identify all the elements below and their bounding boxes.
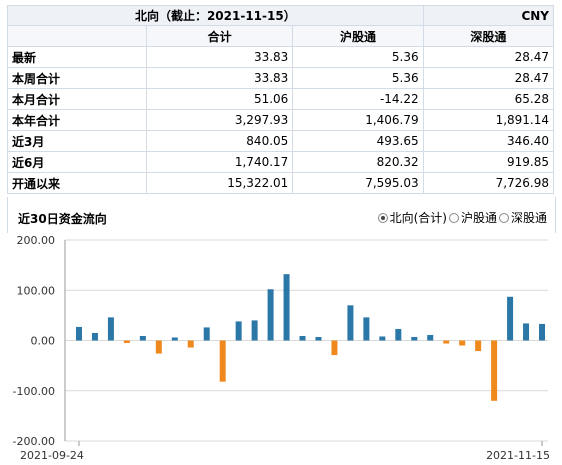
cell-total: 33.83 — [145, 46, 294, 68]
bar — [187, 340, 194, 348]
cell-total: 840.05 — [145, 130, 294, 152]
chart-title: 近30日资金流向 — [18, 212, 107, 226]
cell-shenzhen: 1,891.14 — [422, 109, 555, 131]
table-header-row: 合计 沪股通 深股通 — [7, 25, 555, 47]
cell-shenzhen: 65.28 — [422, 88, 555, 110]
bar — [155, 340, 162, 354]
bar — [251, 320, 258, 341]
cell-total: 3,297.93 — [145, 109, 294, 131]
bar — [363, 317, 370, 341]
column-header-total: 合计 — [145, 25, 294, 47]
row-label: 开通以来 — [7, 172, 147, 194]
cell-shenzhen: 28.47 — [422, 67, 555, 89]
cell-shanghai: -14.22 — [292, 88, 424, 110]
cell-shenzhen: 7,726.98 — [422, 172, 555, 194]
table-title: 北向（截止：2021-11-15） — [7, 5, 424, 26]
column-header-blank — [7, 25, 147, 47]
y-tick-label: -200.00 — [13, 435, 55, 448]
cell-shanghai: 5.36 — [292, 46, 424, 68]
bar — [507, 296, 514, 341]
bar — [171, 337, 178, 341]
table-row: 开通以来 15,322.01 7,595.03 7,726.98 — [7, 172, 555, 194]
x-tick-label-start: 2021-09-24 — [20, 449, 84, 462]
y-tick-label: 100.00 — [17, 284, 56, 297]
bar — [235, 321, 242, 341]
currency-unit: CNY — [422, 5, 555, 26]
cell-shenzhen: 28.47 — [422, 46, 555, 68]
y-tick-label: 0.00 — [31, 335, 56, 348]
cell-total: 1,740.17 — [145, 151, 294, 173]
summary-table: 北向（截止：2021-11-15） CNY 合计 沪股通 深股通 最新 33.8… — [7, 5, 555, 194]
bar — [315, 336, 322, 341]
table-row: 近3月 840.05 493.65 346.40 — [7, 130, 555, 152]
bar — [299, 335, 306, 341]
cell-shenzhen: 919.85 — [422, 151, 555, 173]
column-header-shenzhen-connect: 深股通 — [422, 25, 555, 47]
cell-shanghai: 820.32 — [292, 151, 424, 173]
radio-shenzhen-connect[interactable]: 深股通 — [498, 209, 547, 226]
cell-total: 51.06 — [145, 88, 294, 110]
row-label: 近6月 — [7, 151, 147, 173]
cell-shanghai: 5.36 — [292, 67, 424, 89]
y-tick-label: 200.00 — [17, 234, 56, 247]
bar — [411, 336, 418, 341]
bar — [91, 332, 98, 341]
cell-shanghai: 7,595.03 — [292, 172, 424, 194]
radio-northbound-total[interactable]: 北向(合计) — [377, 209, 447, 226]
radio-label: 深股通 — [510, 211, 547, 225]
radio-label: 沪股通 — [460, 211, 497, 225]
cell-total: 33.83 — [145, 67, 294, 89]
bar — [283, 274, 290, 341]
row-label: 本年合计 — [7, 109, 147, 131]
radio-unchecked-icon[interactable] — [448, 212, 459, 223]
bar — [443, 340, 450, 344]
radio-label: 北向(合计) — [389, 211, 447, 225]
table-row: 本周合计 33.83 5.36 28.47 — [7, 67, 555, 89]
row-label: 近3月 — [7, 130, 147, 152]
bar — [475, 340, 482, 352]
radio-shanghai-connect[interactable]: 沪股通 — [448, 209, 497, 226]
bar — [75, 326, 82, 341]
bar — [203, 327, 210, 341]
bar — [491, 340, 498, 401]
row-label: 本月合计 — [7, 88, 147, 110]
x-tick-label-end: 2021-11-15 — [486, 449, 550, 462]
bar — [347, 305, 354, 341]
bar — [539, 323, 546, 341]
table-row: 近6月 1,740.17 820.32 919.85 — [7, 151, 555, 173]
table-row: 最新 33.83 5.36 28.47 — [7, 46, 555, 68]
y-tick-label: -100.00 — [13, 385, 55, 398]
chart-header: 近30日资金流向 北向(合计) 沪股通 深股通 — [7, 197, 556, 233]
cell-total: 15,322.01 — [145, 172, 294, 194]
row-label: 最新 — [7, 46, 147, 68]
bar — [267, 289, 274, 341]
bar — [107, 317, 114, 341]
row-label: 本周合计 — [7, 67, 147, 89]
cell-shanghai: 1,406.79 — [292, 109, 424, 131]
series-selector: 北向(合计) 沪股通 深股通 — [377, 209, 547, 226]
table-row: 本月合计 51.06 -14.22 65.28 — [7, 88, 555, 110]
bar — [523, 323, 530, 341]
column-header-shanghai-connect: 沪股通 — [292, 25, 424, 47]
fund-flow-bar-chart: 200.00 100.00 0.00 -100.00 -200.002021-09-24… — [13, 234, 550, 462]
bar — [395, 328, 402, 341]
cell-shenzhen: 346.40 — [422, 130, 555, 152]
radio-checked-icon[interactable] — [377, 212, 388, 223]
radio-unchecked-icon[interactable] — [498, 212, 509, 223]
bar — [459, 340, 466, 346]
bar — [139, 335, 146, 341]
bar — [379, 336, 386, 341]
table-row: 本年合计 3,297.93 1,406.79 1,891.14 — [7, 109, 555, 131]
table-title-row: 北向（截止：2021-11-15） CNY — [7, 5, 555, 26]
bar — [219, 340, 226, 382]
bar — [427, 334, 434, 341]
bar — [123, 340, 130, 344]
cell-shanghai: 493.65 — [292, 130, 424, 152]
bar — [331, 340, 338, 356]
